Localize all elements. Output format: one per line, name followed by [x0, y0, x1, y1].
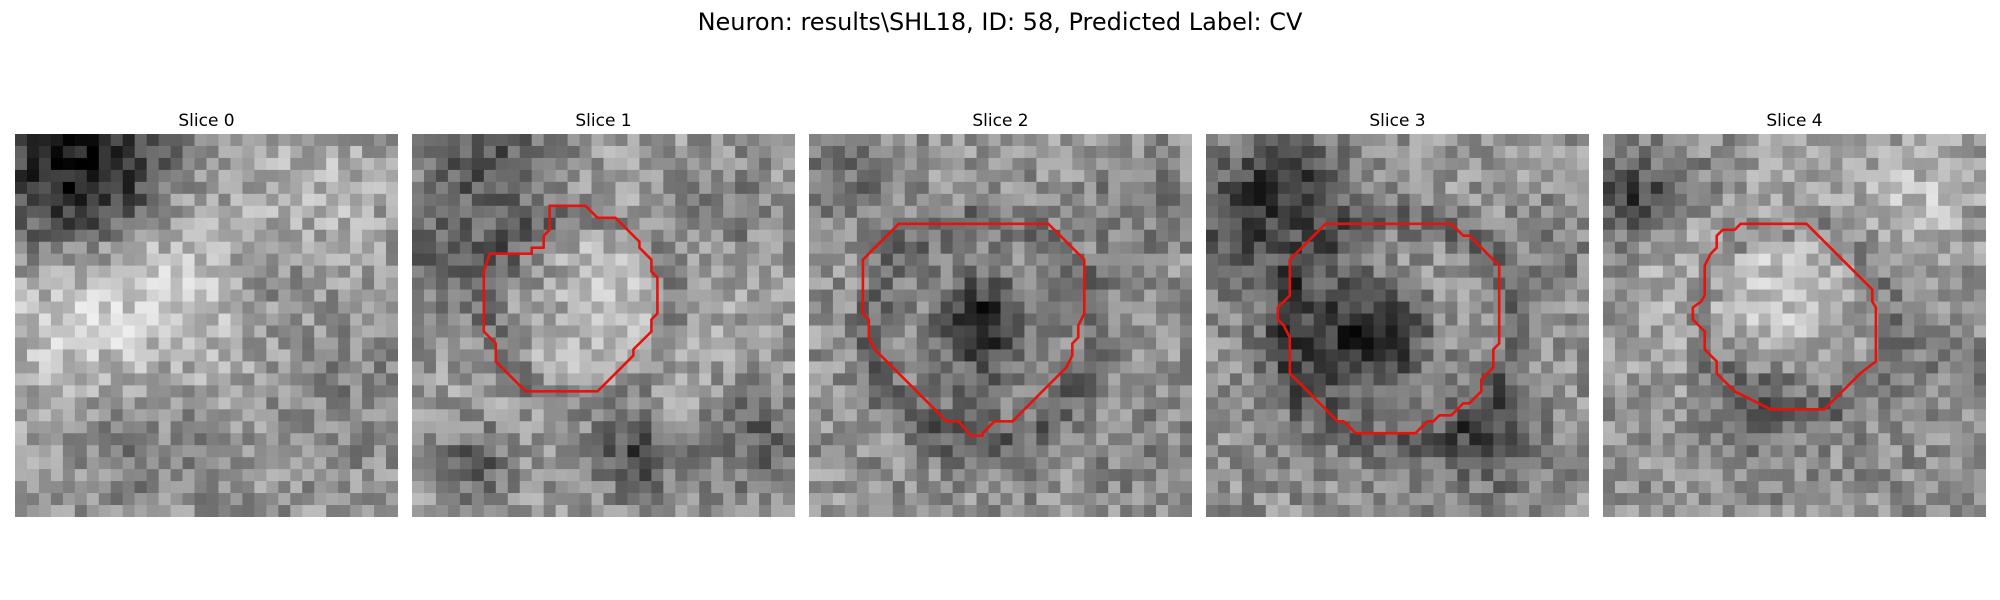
slice-title: Slice 0 [178, 111, 235, 131]
figure-title: Neuron: results\SHL18, ID: 58, Predicted… [697, 8, 1303, 36]
slice-image [412, 134, 795, 517]
pixel-grid [1603, 134, 1986, 517]
segmentation-contour [482, 204, 659, 393]
slice-image [1206, 134, 1589, 517]
slice-panel-1: Slice 1 [412, 108, 795, 517]
slice-title: Slice 2 [972, 111, 1029, 131]
slice-title: Slice 4 [1766, 111, 1823, 131]
slice-panel-4: Slice 4 [1603, 108, 1986, 517]
pixel-grid [15, 134, 398, 517]
segmentation-contour [1276, 222, 1501, 435]
slice-panel-2: Slice 2 [809, 108, 1192, 517]
pixel-grid [412, 134, 795, 517]
slice-image [15, 134, 398, 517]
pixel-grid [1206, 134, 1589, 517]
slice-panel-3: Slice 3 [1206, 108, 1589, 517]
slice-title: Slice 1 [575, 111, 632, 131]
segmentation-contour [1691, 222, 1878, 411]
segmentation-contour [861, 222, 1086, 437]
slice-image [1603, 134, 1986, 517]
slice-panel-0: Slice 0 [15, 108, 398, 517]
slice-title: Slice 3 [1369, 111, 1426, 131]
pixel-grid [809, 134, 1192, 517]
slice-image [809, 134, 1192, 517]
